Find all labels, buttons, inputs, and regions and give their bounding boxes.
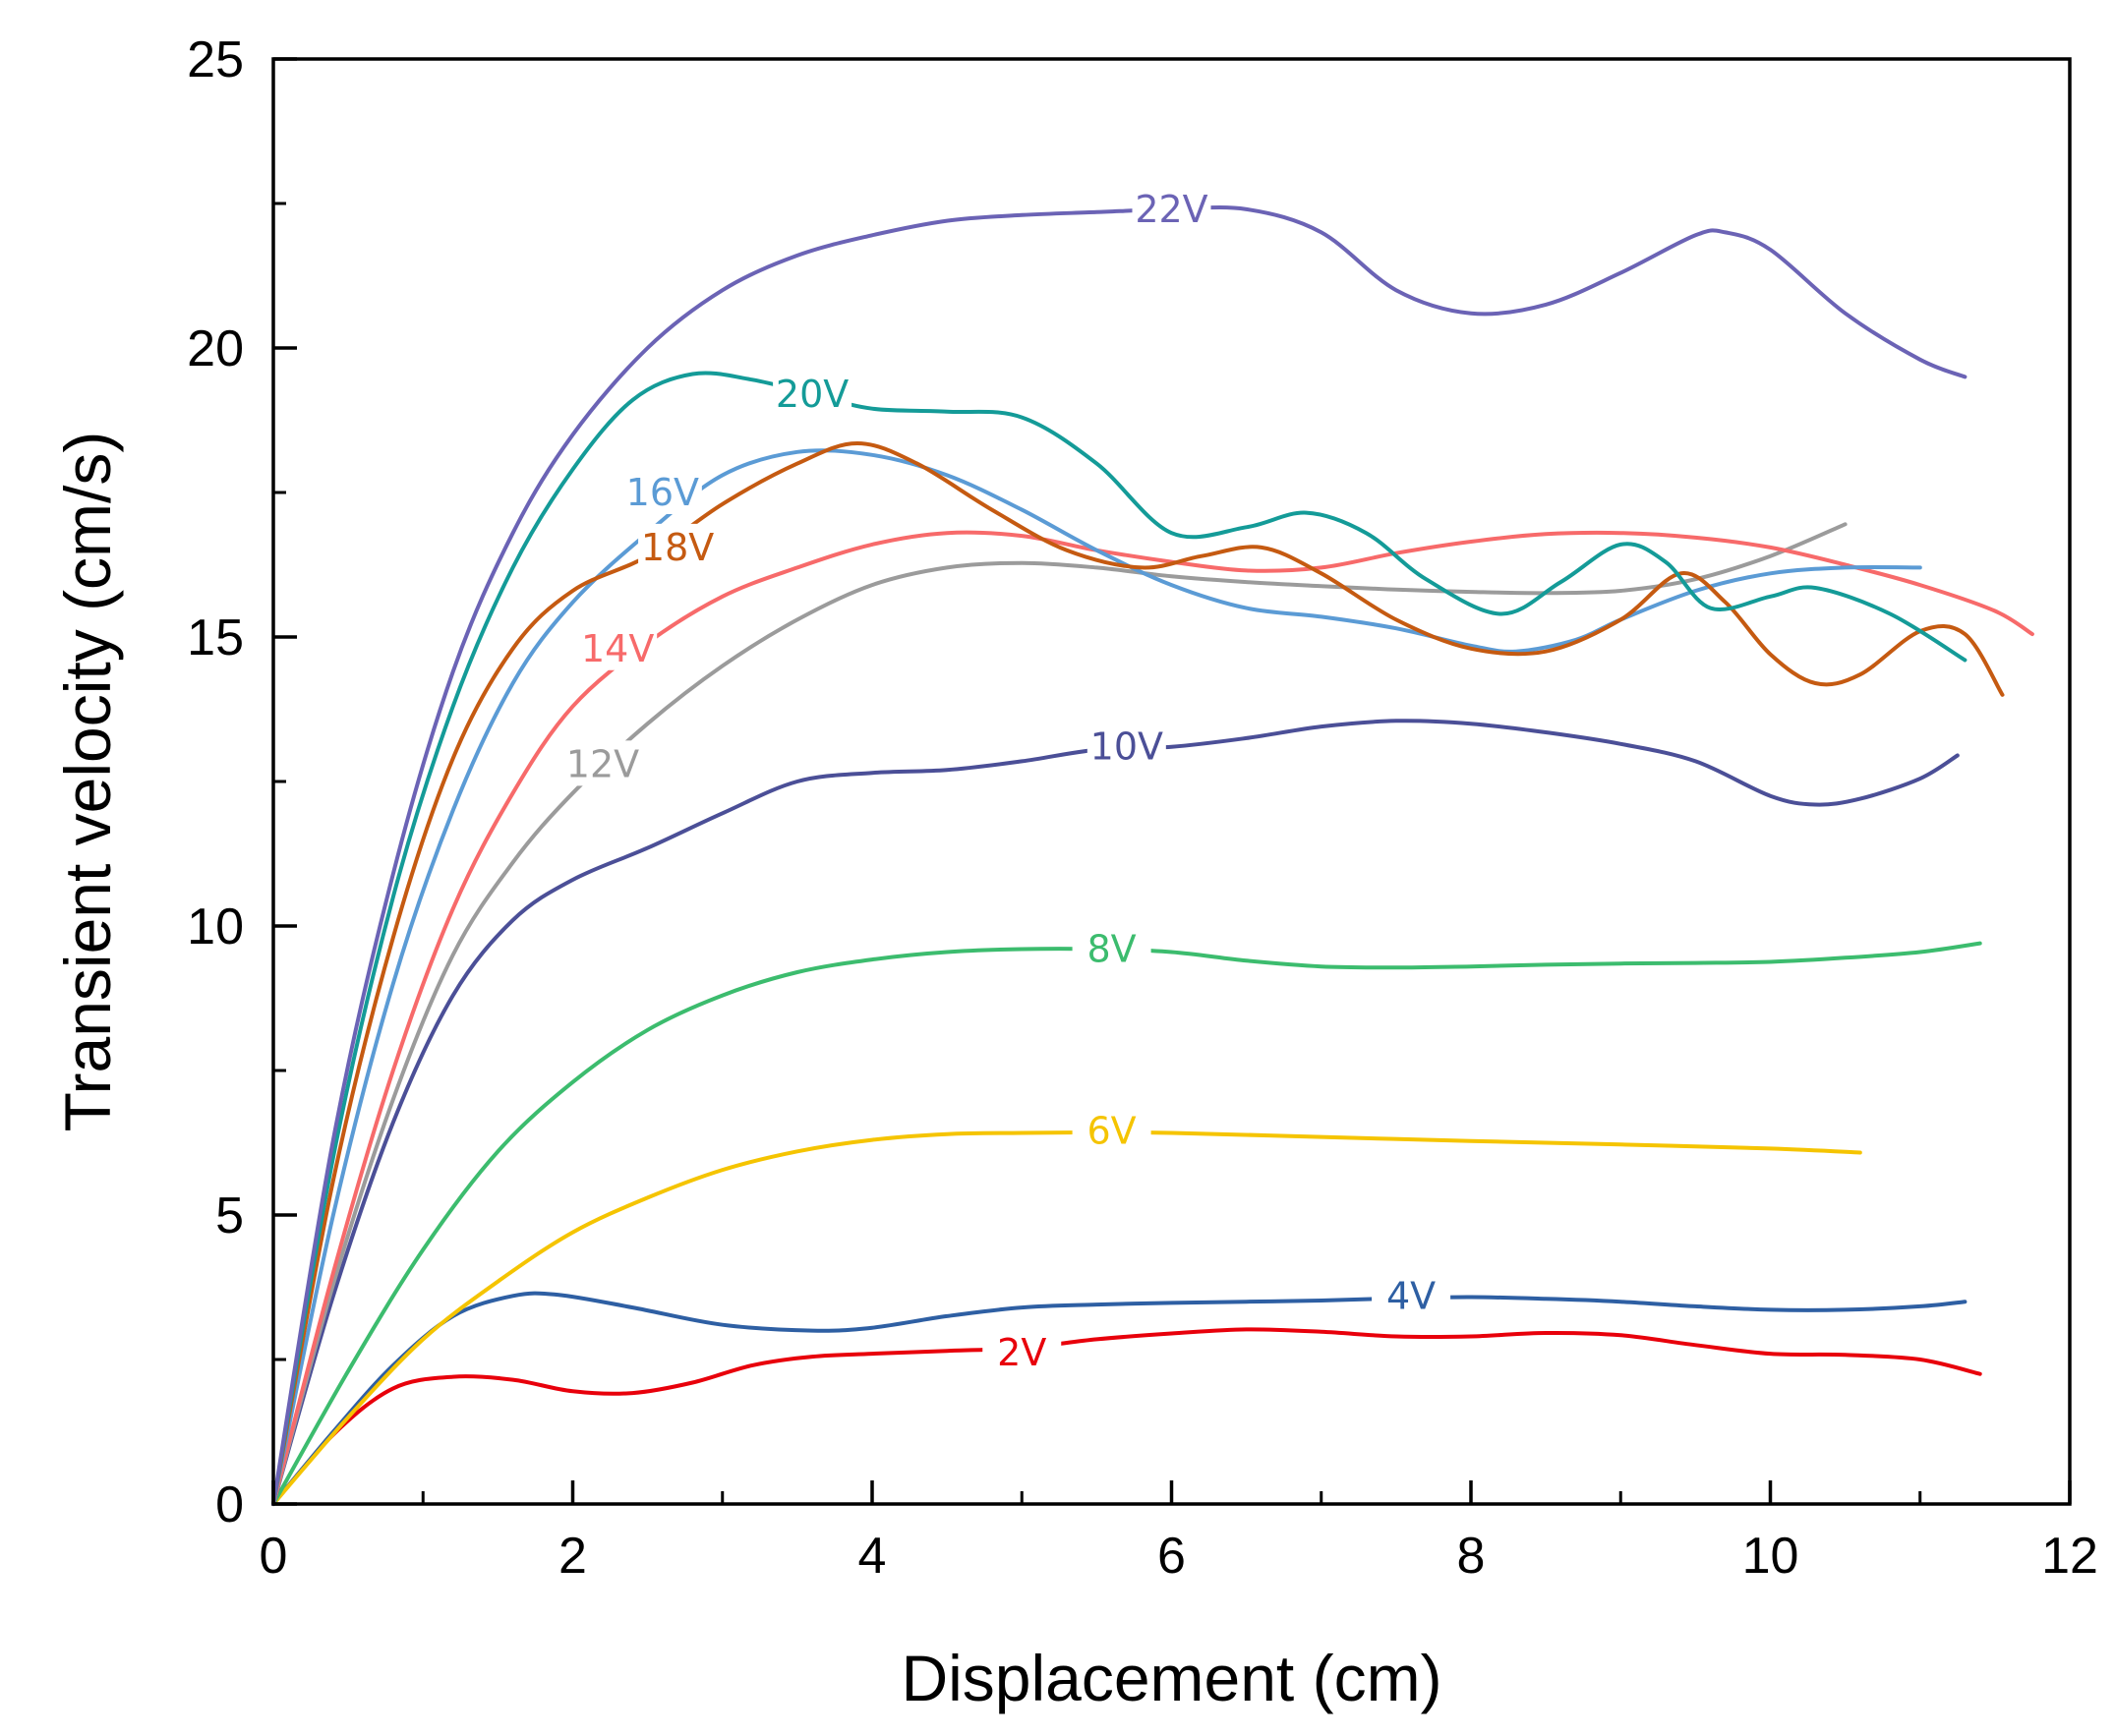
series-label-background [1086, 723, 1166, 769]
series-label-20v: 20V [776, 373, 849, 416]
series-label-background [1132, 185, 1211, 231]
series-label-background [638, 523, 718, 569]
y-tick-label: 25 [187, 31, 244, 88]
series-line-6v [271, 1129, 1862, 1506]
y-tick-label: 20 [187, 320, 244, 377]
series-layer [271, 205, 2034, 1506]
series-line-8v [271, 941, 1982, 1506]
series-label-background [622, 469, 702, 514]
x-tick-label: 10 [1742, 1528, 1799, 1585]
x-tick-label: 0 [260, 1528, 288, 1585]
series-label-18v: 18V [641, 526, 714, 569]
series-label-background [982, 1328, 1062, 1374]
series-label-4v: 4V [1386, 1274, 1436, 1317]
series-line-2v [271, 1327, 1982, 1506]
x-tick-label: 6 [1157, 1528, 1186, 1585]
x-tick-label: 12 [2041, 1528, 2098, 1585]
y-axis-title: Transient velocity (cm/s) [51, 432, 124, 1132]
series-label-background [773, 371, 852, 417]
series-label-8v: 8V [1087, 928, 1137, 971]
x-axis-title: Displacement (cm) [901, 1642, 1441, 1714]
x-tick-label: 2 [558, 1528, 587, 1585]
series-line-20v [271, 371, 1967, 1506]
y-tick-label: 15 [187, 609, 244, 666]
series-line-14v [271, 530, 2034, 1506]
tick-layer: 0 2 4 6 8 10 12 0 5 10 15 20 25 [187, 31, 2098, 1585]
series-label-6v: 6V [1087, 1110, 1137, 1153]
series-label-14v: 14V [581, 627, 654, 670]
series-label-background [1072, 925, 1151, 971]
series-line-4v [271, 1291, 1967, 1506]
x-tick-label: 4 [858, 1528, 887, 1585]
x-tick-label: 8 [1457, 1528, 1486, 1585]
series-label-background [1372, 1272, 1451, 1318]
series-line-22v [271, 205, 1967, 1506]
series-label-background [562, 740, 642, 786]
series-line-10v [271, 719, 1960, 1506]
series-line-16v [271, 448, 1922, 1506]
series-label-2v: 2V [997, 1331, 1046, 1374]
y-tick-label: 5 [215, 1187, 244, 1244]
series-label-16v: 16V [626, 471, 699, 514]
series-line-18v [271, 441, 2005, 1506]
y-tick-label: 10 [187, 898, 244, 955]
series-label-22v: 22V [1135, 188, 1207, 231]
series-label-10v: 10V [1090, 725, 1163, 769]
series-label-background [578, 624, 658, 670]
series-label-12v: 12V [566, 742, 639, 785]
series-label-background [1072, 1107, 1151, 1153]
series-label-layer: 2V 4V 6V 8V 10V 12V 14V 16V 18V 20V 22V [562, 185, 1451, 1374]
y-tick-label: 0 [215, 1476, 244, 1533]
